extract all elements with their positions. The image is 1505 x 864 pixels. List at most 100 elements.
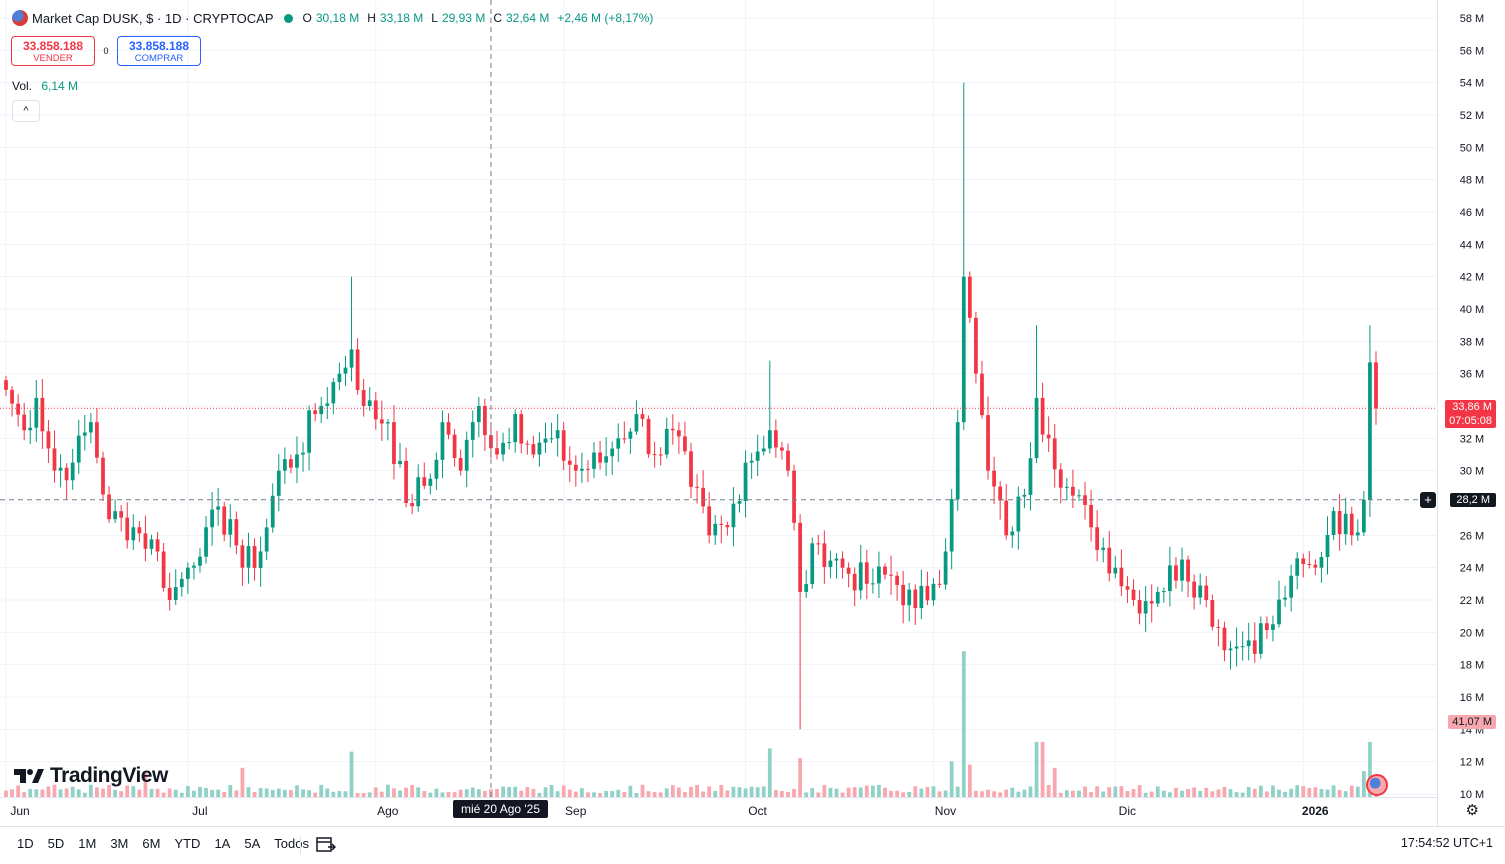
- candle-body[interactable]: [361, 390, 366, 406]
- candle-body[interactable]: [476, 406, 481, 423]
- candle-body[interactable]: [646, 418, 651, 455]
- candle-body[interactable]: [864, 562, 869, 584]
- candle-body[interactable]: [337, 373, 342, 383]
- candle-body[interactable]: [804, 584, 809, 592]
- candle-body[interactable]: [1052, 438, 1057, 470]
- candle-body[interactable]: [313, 410, 318, 415]
- candle-body[interactable]: [622, 438, 627, 440]
- candle-body[interactable]: [379, 419, 384, 424]
- candle-body[interactable]: [749, 460, 754, 463]
- collapse-legend-button[interactable]: ^: [12, 100, 40, 122]
- candle-body[interactable]: [822, 543, 827, 568]
- candle-body[interactable]: [264, 527, 269, 552]
- candle-body[interactable]: [137, 527, 142, 534]
- candle-body[interactable]: [640, 414, 645, 419]
- candle-body[interactable]: [252, 546, 257, 568]
- candle-body[interactable]: [1089, 504, 1093, 528]
- candle-body[interactable]: [307, 410, 311, 453]
- candle-body[interactable]: [270, 495, 275, 528]
- candle-body[interactable]: [949, 499, 954, 552]
- candle-body[interactable]: [452, 434, 457, 458]
- range-1m-button[interactable]: 1M: [78, 836, 97, 851]
- candle-body[interactable]: [980, 373, 984, 416]
- candle-body[interactable]: [1277, 599, 1281, 625]
- candle-body[interactable]: [895, 575, 899, 585]
- candle-body[interactable]: [1028, 458, 1033, 495]
- candle-body[interactable]: [1361, 499, 1366, 533]
- buy-button[interactable]: 33.858.188 COMPRAR: [117, 36, 201, 66]
- candle-body[interactable]: [428, 478, 433, 486]
- candle-body[interactable]: [701, 487, 706, 507]
- range-5a-button[interactable]: 5A: [244, 836, 261, 851]
- candle-body[interactable]: [592, 452, 596, 469]
- range-1d-button[interactable]: 1D: [17, 836, 34, 851]
- candle-body[interactable]: [1216, 626, 1221, 628]
- candle-body[interactable]: [4, 380, 8, 390]
- candle-body[interactable]: [695, 486, 699, 488]
- candle-body[interactable]: [1210, 600, 1215, 627]
- candle-body[interactable]: [858, 562, 863, 591]
- candle-body[interactable]: [598, 452, 602, 463]
- candle-body[interactable]: [786, 450, 790, 471]
- symbol-title[interactable]: Market Cap DUSK, $ · 1D · CRYPTOCAP: [32, 10, 274, 26]
- candle-body[interactable]: [1271, 624, 1275, 631]
- candle-body[interactable]: [246, 546, 251, 568]
- candle-body[interactable]: [276, 470, 281, 496]
- candle-body[interactable]: [974, 317, 978, 374]
- candle-body[interactable]: [670, 428, 675, 431]
- candle-body[interactable]: [1265, 623, 1269, 631]
- add-alert-plus-icon[interactable]: +: [1420, 492, 1436, 508]
- candle-body[interactable]: [1180, 559, 1184, 581]
- candle-body[interactable]: [792, 470, 796, 523]
- candle-body[interactable]: [470, 422, 475, 440]
- candle-body[interactable]: [925, 585, 930, 601]
- candle-body[interactable]: [101, 457, 105, 495]
- candle-body[interactable]: [343, 367, 348, 374]
- candle-body[interactable]: [167, 587, 172, 600]
- candle-body[interactable]: [1095, 527, 1100, 550]
- candle-body[interactable]: [998, 486, 1003, 501]
- candle-body[interactable]: [883, 566, 887, 575]
- candle-body[interactable]: [1283, 597, 1287, 600]
- candle-body[interactable]: [325, 403, 330, 406]
- candle-body[interactable]: [1325, 534, 1330, 558]
- candle-body[interactable]: [1307, 563, 1312, 565]
- candle-body[interactable]: [1168, 565, 1172, 592]
- candle-body[interactable]: [410, 503, 415, 507]
- candle-body[interactable]: [937, 583, 942, 585]
- candle-body[interactable]: [1161, 591, 1166, 593]
- candle-body[interactable]: [204, 527, 208, 557]
- candle-body[interactable]: [931, 583, 936, 601]
- candle-body[interactable]: [70, 462, 75, 481]
- range-6m-button[interactable]: 6M: [142, 836, 161, 851]
- candle-body[interactable]: [870, 583, 875, 585]
- candle-body[interactable]: [289, 459, 293, 468]
- candle-body[interactable]: [967, 276, 972, 318]
- candle-body[interactable]: [525, 443, 530, 445]
- candle-body[interactable]: [10, 389, 14, 404]
- range-3m-button[interactable]: 3M: [110, 836, 129, 851]
- candle-body[interactable]: [58, 467, 63, 471]
- candle-body[interactable]: [1331, 511, 1336, 535]
- candle-body[interactable]: [852, 573, 857, 591]
- candle-body[interactable]: [1131, 589, 1136, 600]
- candle-body[interactable]: [919, 585, 924, 609]
- events-flag-icon[interactable]: [1366, 774, 1388, 796]
- candle-body[interactable]: [1083, 495, 1087, 505]
- candle-body[interactable]: [386, 422, 390, 424]
- candle-body[interactable]: [731, 503, 736, 528]
- candle-body[interactable]: [1034, 397, 1039, 459]
- candle-body[interactable]: [161, 551, 166, 588]
- candle-body[interactable]: [1101, 547, 1106, 550]
- candle-body[interactable]: [404, 460, 408, 503]
- candle-body[interactable]: [1149, 601, 1154, 604]
- candle-body[interactable]: [1349, 513, 1354, 536]
- candle-body[interactable]: [810, 543, 815, 585]
- clock-timezone[interactable]: 17:54:52 UTC+1: [1400, 836, 1493, 850]
- candle-body[interactable]: [907, 589, 912, 606]
- candle-body[interactable]: [901, 584, 906, 606]
- candle-body[interactable]: [628, 431, 633, 439]
- candle-body[interactable]: [761, 448, 766, 452]
- candle-body[interactable]: [295, 454, 299, 468]
- range-1a-button[interactable]: 1A: [214, 836, 231, 851]
